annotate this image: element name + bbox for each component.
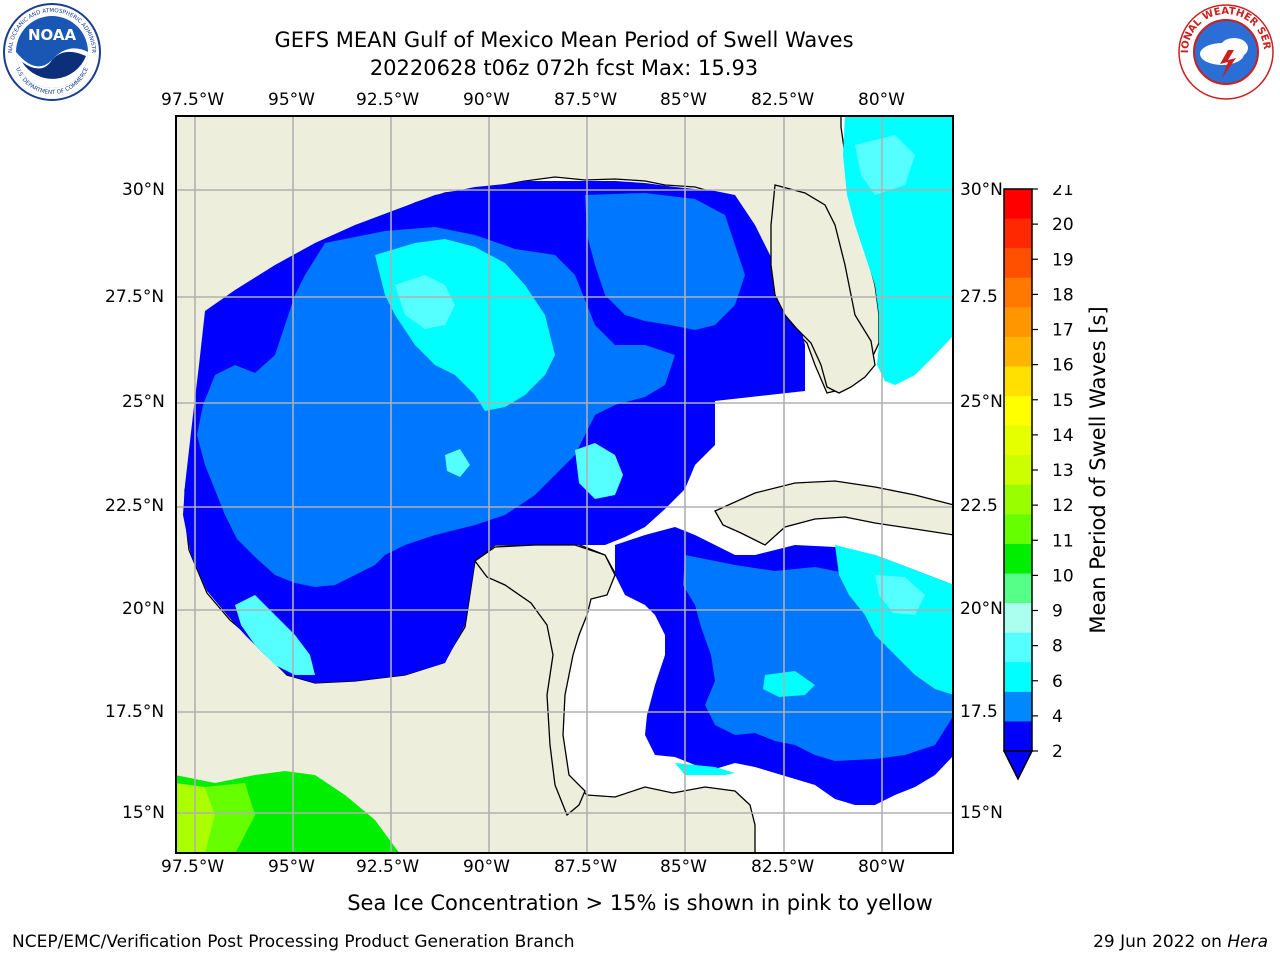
map-frame xyxy=(175,115,954,854)
colorbar-tick-label: 8 xyxy=(1052,637,1063,657)
colorbar-tick-label: 21 xyxy=(1052,185,1074,200)
lat-tick-label: 17.5 xyxy=(960,702,998,722)
colorbar-tick-label: 20 xyxy=(1052,215,1074,235)
lon-tick-label: 80°W xyxy=(858,857,905,877)
lat-tick-label: 15°N xyxy=(960,803,1003,823)
colorbar-band xyxy=(1004,396,1032,427)
land-florida xyxy=(770,184,876,394)
lat-tick-label: 30°N xyxy=(122,180,165,200)
colorbar-band xyxy=(1004,662,1032,693)
colorbar-tick-label: 15 xyxy=(1052,391,1074,411)
colorbar-tick-label: 14 xyxy=(1052,426,1074,446)
footer-credit: NCEP/EMC/Verification Post Processing Pr… xyxy=(12,932,575,952)
colorbar-band xyxy=(1004,336,1032,367)
colorbar-tick-label: 17 xyxy=(1052,321,1074,341)
colorbar-label: Mean Period of Swell Waves [s] xyxy=(1086,306,1110,634)
colorbar-tick-label: 11 xyxy=(1052,531,1074,551)
lon-tick-label: 85°W xyxy=(660,857,707,877)
colorbar-band xyxy=(1004,603,1032,634)
lat-tick-label: 25°N xyxy=(122,392,165,412)
lon-tick-label: 82.5°W xyxy=(751,857,815,877)
chart-subtitle: 20220628 t06z 072h fcst Max: 15.93 xyxy=(369,56,759,80)
swell-period-field xyxy=(183,115,954,805)
colorbar-tick-label: 4 xyxy=(1052,707,1063,727)
colorbar-tick-label: 2 xyxy=(1052,742,1063,762)
colorbar-band xyxy=(1004,632,1032,663)
lat-tick-label: 15°N xyxy=(122,803,165,823)
lat-tick-label: 22.5°N xyxy=(105,496,165,516)
lon-tick-label: 82.5°W xyxy=(751,90,815,110)
colorbar-band xyxy=(1004,189,1032,220)
lon-tick-label: 87.5°W xyxy=(554,857,618,877)
lon-tick-label: 97.5°W xyxy=(161,857,225,877)
lat-tick-label: 17.5°N xyxy=(105,702,165,722)
lon-tick-label: 90°W xyxy=(463,90,510,110)
colorbar-band xyxy=(1004,543,1032,575)
colorbar-ticks: 21 20 19 18 17 16 15 14 13 12 11 10 9 8 6 4 2 xyxy=(1032,185,1074,762)
colorbar-band xyxy=(1004,425,1032,456)
colorbar-tick-label: 9 xyxy=(1052,602,1063,622)
land-yucatan xyxy=(474,544,616,817)
lat-tick-label: 25°N xyxy=(960,392,1003,412)
sea-ice-note: Sea Ice Concentration > 15% is shown in … xyxy=(347,891,933,915)
lon-tick-label: 92.5°W xyxy=(356,90,420,110)
graticule xyxy=(175,115,954,854)
colorbar-band xyxy=(1004,691,1032,722)
lon-tick-label: 85°W xyxy=(660,90,707,110)
colorbar-tick-label: 10 xyxy=(1052,566,1074,586)
lon-tick-label: 97.5°W xyxy=(161,90,225,110)
lat-tick-label: 22.5 xyxy=(960,496,998,516)
lat-tick-label: 27.5 xyxy=(960,287,998,307)
footer-host: Hera xyxy=(1227,932,1268,952)
colorbar-band xyxy=(1004,573,1032,604)
lat-tick-label: 20°N xyxy=(960,599,1003,619)
colorbar-extend-triangle xyxy=(1002,750,1034,781)
colorbar: 21 20 19 18 17 16 15 14 13 12 11 10 9 8 6 4 2 xyxy=(1002,185,1074,781)
colorbar-tick-label: 6 xyxy=(1052,672,1063,692)
colorbar-band xyxy=(1004,218,1032,249)
swell-period-map xyxy=(175,115,954,854)
lat-tick-label: 30°N xyxy=(960,180,1003,200)
lat-tick-label: 20°N xyxy=(122,599,165,619)
colorbar-band xyxy=(1004,721,1032,752)
pacific-swell-field-mid xyxy=(205,783,255,854)
colorbar-tick-label: 13 xyxy=(1052,461,1074,481)
chart-title: GEFS MEAN Gulf of Mexico Mean Period of … xyxy=(274,28,854,52)
noaa-logo: NOAA NATIONAL OCEANIC AND ATMOSPHERIC AD… xyxy=(2,2,101,101)
land-cuba xyxy=(714,480,954,546)
lon-tick-label: 95°W xyxy=(268,90,315,110)
colorbar-bands xyxy=(1004,189,1032,752)
colorbar-band xyxy=(1004,484,1032,515)
colorbar-band xyxy=(1004,366,1032,397)
footer-date-text: 29 Jun 2022 on xyxy=(1093,932,1228,952)
footer-date: 29 Jun 2022 on Hera xyxy=(1093,932,1268,952)
lon-tick-label: 92.5°W xyxy=(356,857,420,877)
lat-tick-label: 27.5°N xyxy=(105,287,165,307)
colorbar-band xyxy=(1004,277,1032,308)
lon-tick-label: 90°W xyxy=(463,857,510,877)
colorbar-band xyxy=(1004,307,1032,338)
noaa-logo-text: NOAA xyxy=(28,26,77,44)
colorbar-band xyxy=(1004,248,1032,279)
nws-logo: NATIONAL WEATHER SERVICE xyxy=(1176,2,1274,100)
lon-tick-label: 80°W xyxy=(858,90,905,110)
colorbar-tick-label: 16 xyxy=(1052,356,1074,376)
lon-tick-label: 87.5°W xyxy=(554,90,618,110)
colorbar-tick-label: 18 xyxy=(1052,285,1074,305)
colorbar-band xyxy=(1004,514,1032,545)
colorbar-tick-label: 19 xyxy=(1052,250,1074,270)
colorbar-band xyxy=(1004,455,1032,486)
colorbar-tick-label: 12 xyxy=(1052,496,1074,516)
lon-tick-label: 95°W xyxy=(268,857,315,877)
